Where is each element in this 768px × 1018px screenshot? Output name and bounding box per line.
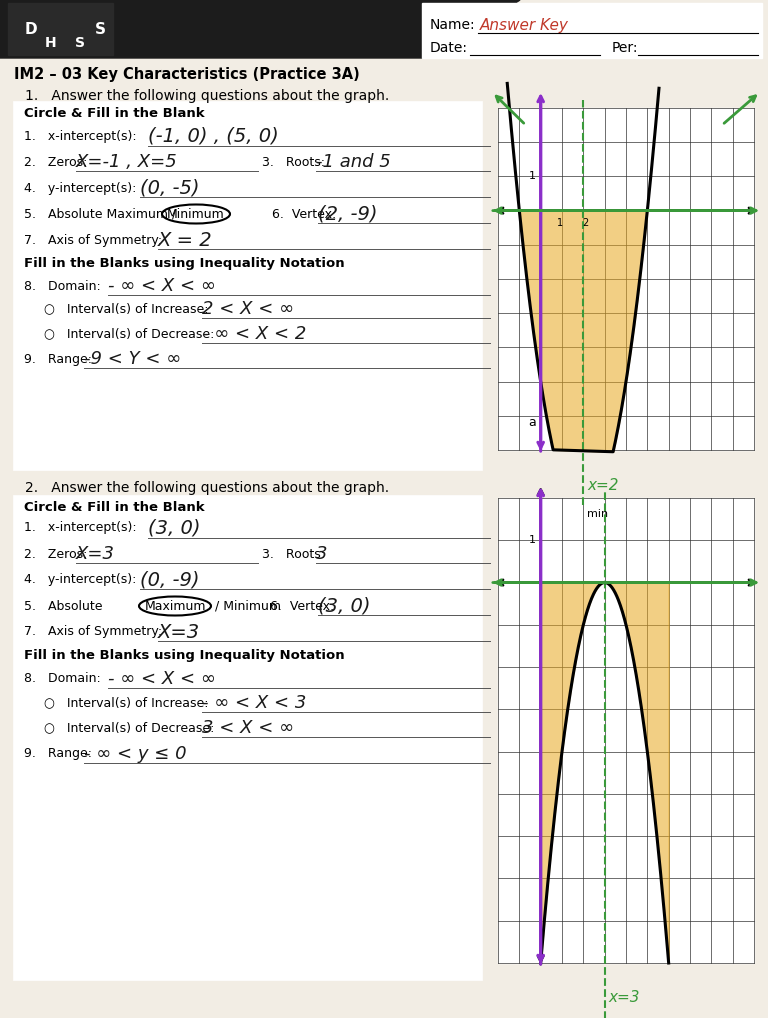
Text: Circle & Fill in the Blank: Circle & Fill in the Blank xyxy=(24,107,204,119)
Text: Maximum: Maximum xyxy=(144,600,206,613)
Text: 2 < X < ∞: 2 < X < ∞ xyxy=(202,300,294,318)
Text: 2: 2 xyxy=(582,218,588,228)
Text: 3 < X < ∞: 3 < X < ∞ xyxy=(202,719,294,737)
Text: 7.   Axis of Symmetry:: 7. Axis of Symmetry: xyxy=(24,233,162,246)
Bar xyxy=(422,3,762,58)
Text: 1: 1 xyxy=(557,218,563,228)
Text: - ∞ < y ≤ 0: - ∞ < y ≤ 0 xyxy=(84,745,187,764)
Text: ○   Interval(s) of Increase:: ○ Interval(s) of Increase: xyxy=(44,302,208,316)
Text: 3.   Roots:: 3. Roots: xyxy=(262,156,325,169)
Text: Per:: Per: xyxy=(612,41,638,55)
Text: Name:: Name: xyxy=(430,18,475,32)
Bar xyxy=(14,102,482,470)
Polygon shape xyxy=(0,0,520,58)
Text: Answer Key: Answer Key xyxy=(480,17,569,33)
Text: X=3: X=3 xyxy=(76,545,115,563)
Text: X = 2: X = 2 xyxy=(158,230,213,249)
Text: S: S xyxy=(75,36,85,50)
Text: 5.   Absolute: 5. Absolute xyxy=(24,600,102,613)
Text: X=-1 , X=5: X=-1 , X=5 xyxy=(76,153,177,171)
Text: H: H xyxy=(45,36,57,50)
Text: (2, -9): (2, -9) xyxy=(318,205,378,224)
Text: Circle & Fill in the Blank: Circle & Fill in the Blank xyxy=(24,501,204,513)
Text: 4.   y-intercept(s):: 4. y-intercept(s): xyxy=(24,181,137,194)
Text: IM2 – 03 Key Characteristics (Practice 3A): IM2 – 03 Key Characteristics (Practice 3… xyxy=(14,66,359,81)
Text: ○   Interval(s) of Increase:: ○ Interval(s) of Increase: xyxy=(44,696,208,710)
Text: 9.   Range:: 9. Range: xyxy=(24,747,92,760)
Text: 5.   Absolute Maximum /: 5. Absolute Maximum / xyxy=(24,208,176,221)
Text: 1.   x-intercept(s):: 1. x-intercept(s): xyxy=(24,129,137,143)
Text: x=3: x=3 xyxy=(609,991,641,1006)
Text: 8.   Domain:: 8. Domain: xyxy=(24,673,101,685)
Text: Date:: Date: xyxy=(430,41,468,55)
Text: -1 and 5: -1 and 5 xyxy=(316,153,391,171)
Text: 8.   Domain:: 8. Domain: xyxy=(24,280,101,292)
Text: (3, 0): (3, 0) xyxy=(148,518,200,538)
Text: ○   Interval(s) of Decrease:: ○ Interval(s) of Decrease: xyxy=(44,328,214,340)
Text: 1.   Answer the following questions about the graph.: 1. Answer the following questions about … xyxy=(25,89,389,103)
Text: ○   Interval(s) of Decrease:: ○ Interval(s) of Decrease: xyxy=(44,722,214,735)
Text: D: D xyxy=(25,21,38,37)
Text: - ∞ < X < ∞: - ∞ < X < ∞ xyxy=(108,277,216,295)
Text: 6.  Vertex:: 6. Vertex: xyxy=(270,600,334,613)
Text: (0, -5): (0, -5) xyxy=(140,178,200,197)
Text: (-1, 0) , (5, 0): (-1, 0) , (5, 0) xyxy=(148,126,279,146)
Text: 2.   Answer the following questions about the graph.: 2. Answer the following questions about … xyxy=(25,480,389,495)
Text: - ∞ < X < 2: - ∞ < X < 2 xyxy=(202,325,306,343)
Text: 3.   Roots:: 3. Roots: xyxy=(262,548,325,561)
Text: 3: 3 xyxy=(316,545,327,563)
Bar xyxy=(8,3,113,55)
Text: 6.  Vertex:: 6. Vertex: xyxy=(272,208,336,221)
Text: 1.   x-intercept(s):: 1. x-intercept(s): xyxy=(24,521,137,534)
Text: Fill in the Blanks using Inequality Notation: Fill in the Blanks using Inequality Nota… xyxy=(24,257,345,270)
Text: 7.   Axis of Symmetry:: 7. Axis of Symmetry: xyxy=(24,625,162,638)
Text: - ∞ < X < ∞: - ∞ < X < ∞ xyxy=(108,670,216,688)
Text: min: min xyxy=(588,509,608,519)
Text: / Minimum: / Minimum xyxy=(215,600,281,613)
Text: - ∞ < X < 3: - ∞ < X < 3 xyxy=(202,694,306,712)
Text: 1: 1 xyxy=(528,171,535,181)
Text: 2.   Zeros:: 2. Zeros: xyxy=(24,548,88,561)
Text: S: S xyxy=(95,21,106,37)
Text: X=3: X=3 xyxy=(158,622,200,641)
Text: 2.   Zeros:: 2. Zeros: xyxy=(24,156,88,169)
Bar xyxy=(498,108,754,450)
Text: Minimum: Minimum xyxy=(167,208,225,221)
Bar xyxy=(14,496,482,980)
Bar xyxy=(498,498,754,963)
Text: 1: 1 xyxy=(528,535,535,546)
Text: (0, -9): (0, -9) xyxy=(140,570,200,589)
Text: 9.   Range:: 9. Range: xyxy=(24,352,92,365)
Text: 4.   y-intercept(s):: 4. y-intercept(s): xyxy=(24,573,137,586)
Text: Fill in the Blanks using Inequality Notation: Fill in the Blanks using Inequality Nota… xyxy=(24,649,345,663)
Text: x=2: x=2 xyxy=(588,477,619,493)
Text: -9 < Y < ∞: -9 < Y < ∞ xyxy=(84,350,181,367)
Text: (3, 0): (3, 0) xyxy=(318,597,370,616)
Text: a: a xyxy=(528,416,536,430)
